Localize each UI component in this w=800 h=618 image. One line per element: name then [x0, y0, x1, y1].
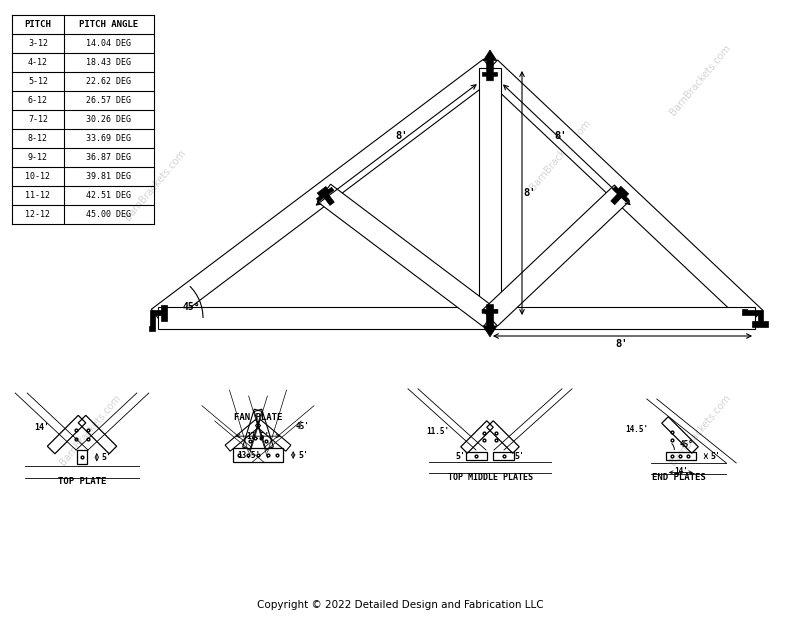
Text: FAN PLATE: FAN PLATE [234, 413, 282, 422]
Polygon shape [482, 185, 630, 326]
Polygon shape [479, 68, 501, 318]
Polygon shape [490, 307, 755, 329]
Text: 36.87 DEG: 36.87 DEG [86, 153, 131, 162]
Text: 8': 8' [396, 131, 408, 141]
Text: 8': 8' [616, 339, 628, 349]
Text: END PLATES: END PLATES [652, 473, 706, 483]
Text: Copyright © 2022 Detailed Design and Fabrication LLC: Copyright © 2022 Detailed Design and Fab… [257, 600, 543, 610]
Polygon shape [742, 309, 768, 327]
Text: 22.62 DEG: 22.62 DEG [86, 77, 131, 86]
Text: 14.04 DEG: 14.04 DEG [86, 39, 131, 48]
Text: 8-12: 8-12 [28, 134, 48, 143]
Text: 18.43 DEG: 18.43 DEG [86, 58, 131, 67]
Text: 33.69 DEG: 33.69 DEG [86, 134, 131, 143]
Text: PITCH ANGLE: PITCH ANGLE [79, 20, 138, 29]
Polygon shape [318, 184, 497, 327]
Text: BarnBrackets.com: BarnBrackets.com [667, 43, 733, 117]
Text: 6-12: 6-12 [28, 96, 48, 105]
Text: BarnBrackets.com: BarnBrackets.com [527, 117, 593, 192]
Text: 5': 5' [514, 452, 525, 460]
Text: 10-12: 10-12 [26, 172, 50, 181]
Text: BarnBrackets.com: BarnBrackets.com [122, 148, 187, 222]
Text: 17.5': 17.5' [246, 432, 270, 441]
Text: 30.26 DEG: 30.26 DEG [86, 115, 131, 124]
Text: 9-12: 9-12 [28, 153, 48, 162]
Text: 45.00 DEG: 45.00 DEG [86, 210, 131, 219]
Polygon shape [151, 59, 497, 327]
Text: PITCH: PITCH [25, 20, 51, 29]
Text: 26.57 DEG: 26.57 DEG [86, 96, 131, 105]
Text: 14': 14' [34, 423, 50, 432]
Text: TOP MIDDLE PLATES: TOP MIDDLE PLATES [447, 473, 533, 483]
Text: 5': 5' [102, 453, 112, 462]
Polygon shape [149, 305, 167, 331]
Polygon shape [482, 305, 498, 337]
Text: 39.81 DEG: 39.81 DEG [86, 172, 131, 181]
Text: BarnBrackets.com: BarnBrackets.com [58, 392, 122, 467]
Text: 5': 5' [298, 451, 308, 460]
Text: 42.51 DEG: 42.51 DEG [86, 191, 131, 200]
Text: 45°: 45° [182, 302, 200, 312]
Text: 3-12: 3-12 [28, 39, 48, 48]
Text: TOP PLATE: TOP PLATE [58, 476, 106, 486]
Text: 5': 5' [455, 452, 466, 460]
Polygon shape [610, 187, 629, 205]
Text: 7-12: 7-12 [28, 115, 48, 124]
Text: 14': 14' [674, 467, 688, 476]
Text: 8': 8' [524, 188, 536, 198]
Text: 8': 8' [554, 131, 567, 141]
Text: 45°: 45° [679, 441, 693, 449]
Text: 11.5': 11.5' [426, 427, 450, 436]
Text: 4-12: 4-12 [28, 58, 48, 67]
Text: 45': 45' [295, 422, 309, 431]
Text: 13.5': 13.5' [238, 451, 261, 460]
Text: 11-12: 11-12 [26, 191, 50, 200]
Text: BarnBrackets.com: BarnBrackets.com [667, 392, 733, 467]
Polygon shape [158, 307, 490, 329]
Text: 12-12: 12-12 [26, 210, 50, 219]
Text: 14.5': 14.5' [625, 425, 648, 434]
Polygon shape [482, 50, 498, 81]
Text: 5': 5' [711, 452, 721, 460]
Text: 5-12: 5-12 [28, 77, 48, 86]
Polygon shape [482, 60, 762, 326]
Polygon shape [317, 187, 334, 205]
